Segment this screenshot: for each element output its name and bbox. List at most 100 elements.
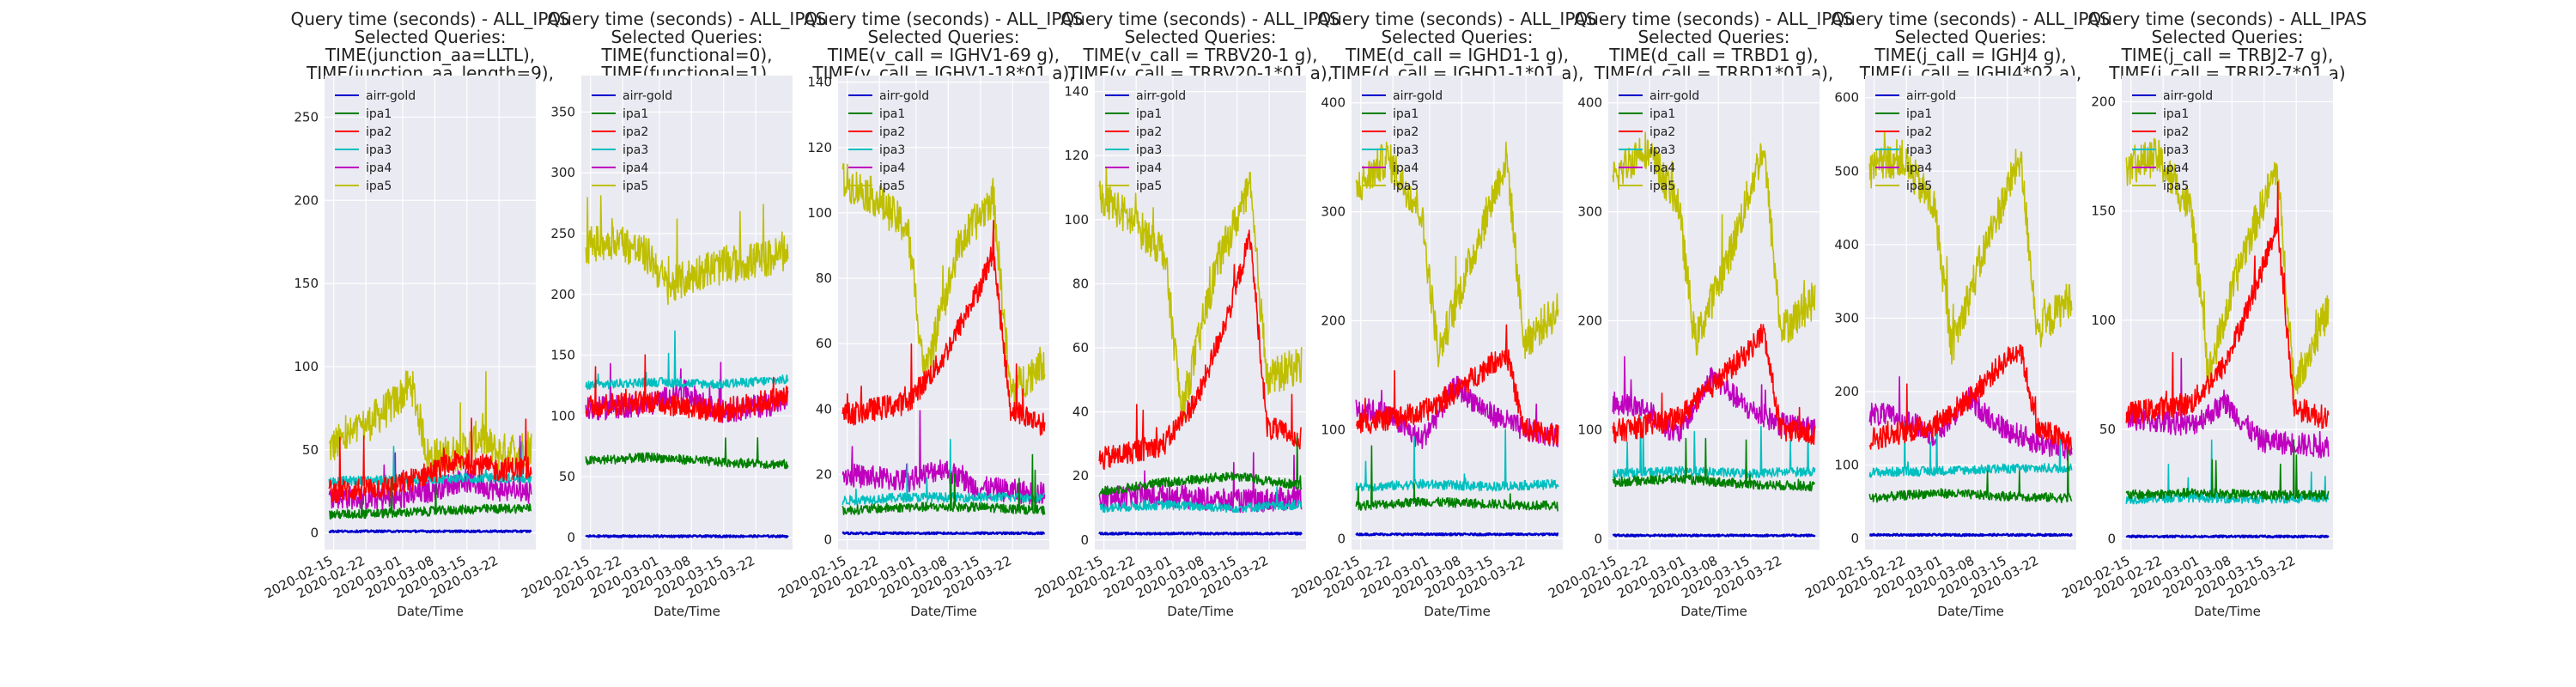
y-tick-label: 0: [1850, 531, 1859, 546]
x-axis-label: Date/Time: [1937, 604, 2004, 619]
series-line-ipa2: [1868, 344, 2073, 453]
legend-label: ipa2: [1906, 125, 1932, 139]
series-group: [2125, 137, 2330, 538]
series-line-ipa1: [328, 476, 532, 520]
legend: airr-gold ipa1 ipa2 ipa3 ipa4 ipa5: [2132, 89, 2213, 193]
y-tick-label: 300: [1577, 204, 1602, 220]
panel-7: Query time (seconds) - ALL_IPASSelected …: [1802, 9, 2110, 619]
series-line-ipa5: [585, 195, 789, 306]
panel-title-line: TIME(j_call = TRBJ2-7 g),: [2121, 45, 2334, 65]
y-tick-label: 20: [816, 466, 832, 482]
y-tick-label: 0: [2107, 531, 2116, 546]
legend-label: ipa2: [1136, 125, 1162, 139]
y-tick-label: 100: [1064, 212, 1089, 228]
y-tick-label: 100: [2091, 313, 2116, 328]
legend-label: ipa1: [1393, 107, 1419, 121]
legend-label: airr-gold: [1906, 89, 1956, 103]
panel-title-line: TIME(j_call = IGHJ4 g),: [1874, 45, 2066, 65]
series-line-ipa2: [585, 354, 789, 423]
y-tick-label: 0: [567, 530, 575, 545]
y-tick-label: 600: [1834, 90, 1859, 106]
series-group: [1355, 141, 1559, 537]
legend-label: ipa3: [1136, 143, 1162, 157]
y-tick-label: 100: [807, 205, 832, 221]
series-line-ipa2: [841, 219, 1046, 436]
series-line-ipa2: [1612, 323, 1816, 446]
series-group: [1868, 131, 2073, 538]
series-line-ipa2: [2125, 181, 2330, 429]
y-tick-label: 200: [1577, 313, 1602, 329]
legend-label: ipa5: [1649, 179, 1675, 193]
series-line-ipa3: [841, 438, 1046, 506]
x-axis-label: Date/Time: [1680, 604, 1747, 619]
legend-label: ipa5: [1906, 179, 1932, 193]
panel-title-line: Selected Queries:: [867, 27, 1019, 47]
legend: airr-gold ipa1 ipa2 ipa3 ipa4 ipa5: [335, 89, 416, 193]
series-line-airr-gold: [585, 534, 789, 538]
series-line-airr-gold: [2125, 534, 2330, 538]
y-tick-label: 250: [550, 226, 575, 241]
series-line-ipa5: [328, 370, 532, 476]
legend-label: ipa2: [366, 125, 392, 139]
series-line-ipa1: [1868, 449, 2073, 504]
legend-label: ipa4: [623, 161, 648, 175]
legend-label: ipa3: [1649, 143, 1675, 157]
legend-label: ipa1: [1906, 107, 1932, 121]
series-line-ipa5: [1098, 166, 1303, 422]
series-line-ipa5: [841, 162, 1046, 406]
y-tick-label: 200: [550, 287, 575, 302]
series-line-ipa4: [2125, 357, 2330, 459]
y-tick-label: 140: [1064, 84, 1089, 100]
x-axis-label: Date/Time: [653, 604, 720, 619]
panel-4: Query time (seconds) - ALL_IPASSelected …: [1032, 9, 1340, 619]
legend-label: airr-gold: [2163, 89, 2213, 103]
y-tick-label: 100: [550, 408, 575, 423]
y-tick-label: 200: [2091, 94, 2116, 110]
legend: airr-gold ipa1 ipa2 ipa3 ipa4 ipa5: [1105, 89, 1186, 193]
panel-2: Query time (seconds) - ALL_IPASSelected …: [519, 9, 826, 619]
series-group: [841, 162, 1046, 536]
panel-8: Query time (seconds) - ALL_IPASSelected …: [2059, 9, 2366, 619]
legend-label: ipa4: [1136, 161, 1162, 175]
panel-title-line: Query time (seconds) - ALL_IPAS: [1832, 9, 2111, 29]
legend-label: ipa2: [623, 125, 648, 139]
y-tick-label: 50: [2099, 422, 2116, 437]
series-line-airr-gold: [1612, 533, 1816, 538]
legend: airr-gold ipa1 ipa2 ipa3 ipa4 ipa5: [1875, 89, 1956, 193]
legend-label: airr-gold: [366, 89, 416, 103]
series-line-ipa1: [2125, 439, 2330, 501]
y-tick-label: 400: [1834, 237, 1859, 252]
y-tick-label: 150: [2091, 204, 2116, 219]
legend-label: ipa1: [1136, 107, 1162, 121]
y-tick-label: 100: [1321, 422, 1346, 437]
series-line-airr-gold: [1355, 532, 1559, 537]
legend-label: ipa2: [2163, 125, 2189, 139]
series-group: [1612, 131, 1816, 538]
y-tick-label: 20: [1072, 468, 1089, 483]
panel-6: Query time (seconds) - ALL_IPASSelected …: [1546, 9, 1853, 619]
panel-title-line: Query time (seconds) - ALL_IPAS: [291, 9, 570, 29]
panel-title-line: Selected Queries:: [1637, 27, 1789, 47]
y-tick-label: 60: [816, 336, 832, 351]
legend-label: ipa4: [1906, 161, 1932, 175]
series-line-ipa4: [841, 410, 1046, 505]
panel-5: Query time (seconds) - ALL_IPASSelected …: [1289, 9, 1596, 619]
series-line-airr-gold: [1868, 532, 2073, 538]
y-tick-label: 120: [807, 140, 832, 155]
series-line-airr-gold: [1098, 532, 1303, 536]
y-tick-label: 300: [1834, 310, 1859, 325]
panel-title-line: Query time (seconds) - ALL_IPAS: [548, 9, 827, 29]
plot-area: [581, 76, 793, 550]
legend-label: ipa4: [366, 161, 392, 175]
panel-title-line: Selected Queries:: [611, 27, 762, 47]
legend-label: ipa5: [366, 179, 392, 193]
y-tick-label: 150: [550, 348, 575, 363]
series-line-ipa3: [1868, 418, 2073, 478]
y-tick-label: 400: [1577, 95, 1602, 111]
legend-label: airr-gold: [1136, 89, 1186, 103]
plot-area: [1352, 76, 1563, 550]
legend-label: ipa3: [623, 143, 648, 157]
legend-label: ipa3: [2163, 143, 2189, 157]
legend-label: ipa3: [879, 143, 905, 157]
series-line-ipa3: [1355, 429, 1559, 492]
